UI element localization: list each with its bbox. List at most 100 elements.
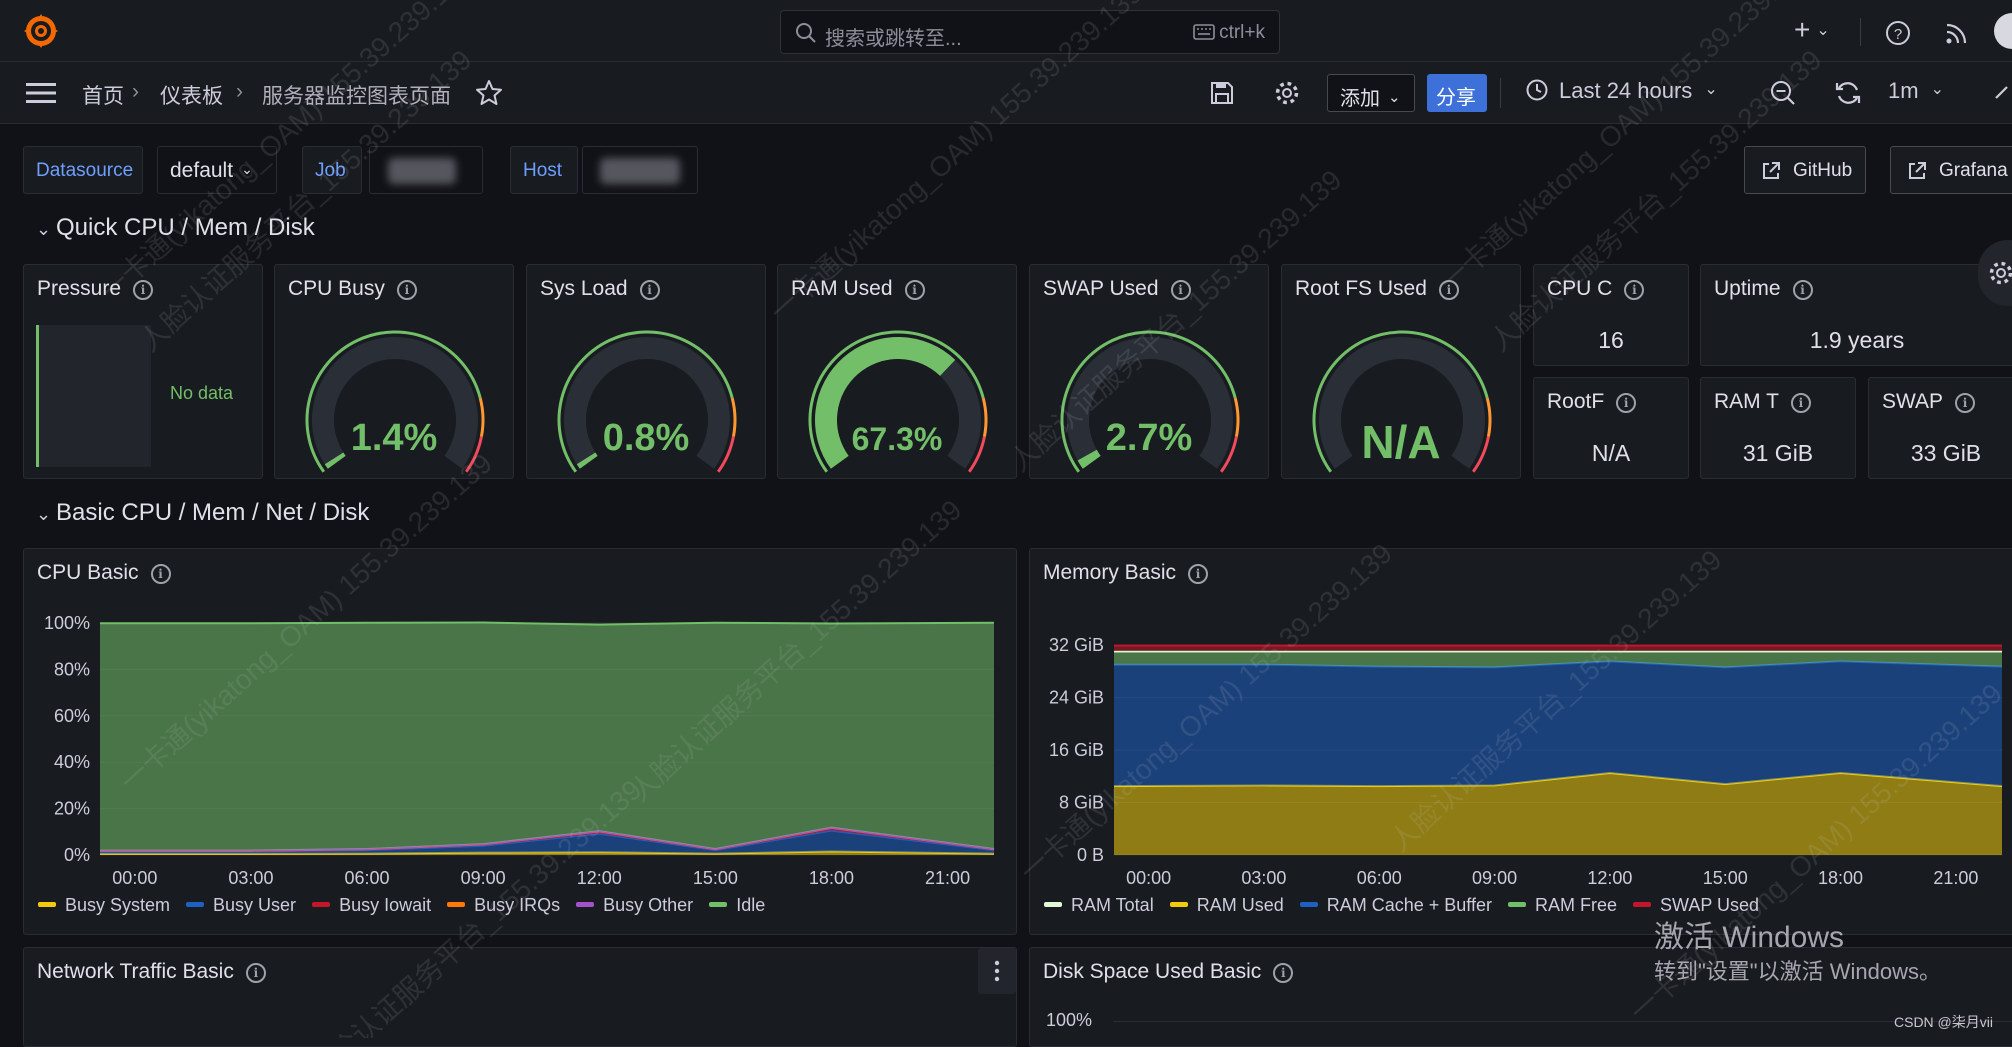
ram-used-panel[interactable]: RAM Used i 67.3% (777, 264, 1017, 479)
search-shortcut: ctrl+k (1193, 22, 1265, 44)
x-tick-label: 15:00 (693, 868, 738, 888)
info-icon[interactable]: i (1955, 393, 1976, 413)
add-button[interactable]: 添加 ⌄ (1327, 74, 1415, 112)
row-quick-cpu-mem-disk[interactable]: ⌄ Quick CPU / Mem / Disk (36, 214, 315, 241)
x-tick-label: 06:00 (1357, 868, 1402, 888)
disk-space-panel[interactable]: Disk Space Used Basic i 100% (1029, 947, 2012, 1047)
legend-item[interactable]: RAM Cache + Buffer (1284, 895, 1492, 915)
swap-used-panel[interactable]: SWAP Used i 2.7% (1029, 264, 1269, 479)
sys-load-panel[interactable]: Sys Load i 0.8% (526, 264, 766, 479)
legend-item[interactable]: Idle (693, 895, 765, 915)
new-menu-button[interactable]: + ⌄ (1794, 14, 1830, 45)
collapse-icon[interactable] (1992, 78, 2012, 108)
legend-item[interactable]: Busy System (24, 895, 170, 915)
series-area-ram-free (1114, 651, 2002, 668)
legend-item[interactable]: Busy User (170, 895, 296, 915)
gauge-threshold-green (305, 330, 482, 473)
x-tick-label: 00:00 (1126, 868, 1171, 888)
info-icon[interactable]: i (396, 280, 417, 300)
info-icon[interactable]: i (639, 280, 660, 300)
legend-swatch (1507, 902, 1526, 907)
zoom-out-icon[interactable] (1768, 78, 1798, 108)
x-tick-label: 06:00 (345, 868, 390, 888)
pressure-panel[interactable]: Pressure i No data (23, 264, 263, 479)
legend-item[interactable]: RAM Total (1030, 895, 1154, 915)
y-tick-label: 40% (54, 752, 90, 772)
gauge-track (564, 337, 730, 469)
series-line-idle (100, 621, 995, 626)
legend-swatch (1633, 902, 1651, 907)
grafana-link-button[interactable]: Grafana (1890, 146, 2012, 194)
chevron-down-icon: ⌄ (36, 504, 52, 524)
legend-swatch (447, 902, 466, 907)
search-input[interactable]: 搜索或跳转至... (825, 28, 962, 50)
swap-total-panel[interactable]: SWAP i 33 GiB (1868, 377, 2012, 479)
legend-item[interactable]: SWAP Used (1617, 895, 1759, 915)
root-fs-used-gauge (1312, 330, 1492, 473)
row-basic-cpu-mem-net-disk[interactable]: ⌄ Basic CPU / Mem / Net / Disk (36, 499, 370, 526)
refresh-interval-picker[interactable]: 1m ⌄ (1888, 78, 1944, 103)
grafana-logo-icon[interactable] (24, 14, 58, 48)
breadcrumb-home[interactable]: 首页 (82, 85, 124, 108)
time-range-picker[interactable]: Last 24 hours ⌄ (1525, 78, 1718, 104)
chevron-down-icon: ⌄ (1816, 22, 1830, 39)
help-icon[interactable]: ? (1883, 18, 1913, 48)
network-traffic-panel[interactable]: Network Traffic Basic i (23, 947, 1017, 1047)
search-box[interactable]: 搜索或跳转至... ctrl+k (780, 10, 1280, 54)
settings-gear-icon[interactable] (1272, 78, 1302, 108)
y-tick-label: 60% (54, 706, 90, 726)
x-tick-label: 09:00 (461, 868, 506, 888)
info-icon[interactable]: i (1790, 393, 1811, 413)
cpu-busy-panel[interactable]: CPU Busy i 1.4% (274, 264, 514, 479)
info-icon[interactable]: i (1438, 280, 1459, 300)
uptime-panel[interactable]: Uptime i 1.9 years (1700, 264, 2012, 366)
info-icon[interactable]: i (133, 280, 154, 300)
info-icon[interactable]: i (904, 280, 925, 300)
panel-menu-button[interactable] (978, 948, 1016, 994)
cpu-basic-legend: Busy System Busy User Busy Iowait Busy IRQs… (24, 895, 765, 916)
series-area-busy-user (100, 830, 994, 854)
user-avatar[interactable] (1994, 13, 2012, 49)
breadcrumb-separator: › (236, 80, 243, 103)
menu-icon[interactable] (26, 83, 56, 103)
root-fs-total-panel[interactable]: RootF i N/A (1533, 377, 1689, 479)
legend-item[interactable]: RAM Free (1492, 895, 1617, 915)
info-icon[interactable]: i (150, 564, 171, 584)
info-icon[interactable]: i (1273, 963, 1294, 983)
legend-label: RAM Cache + Buffer (1326, 895, 1492, 915)
info-icon[interactable]: i (1188, 564, 1209, 584)
x-tick-label: 18:00 (809, 868, 854, 888)
share-button[interactable]: 分享 (1427, 74, 1487, 112)
x-tick-label: 12:00 (1587, 868, 1632, 888)
memory-basic-legend: RAM Total RAM Used RAM Cache + Buffer RAM F… (1030, 895, 1759, 916)
swap-used-gauge (1060, 330, 1240, 473)
legend-label: SWAP Used (1660, 895, 1760, 915)
csdn-credit: CSDN @柒月vii (1894, 1014, 1993, 1030)
root-fs-used-panel[interactable]: Root FS Used i N/A (1281, 264, 1521, 479)
legend-label: Busy IRQs (474, 895, 561, 915)
breadcrumb-dashboards[interactable]: 仪表板 (160, 85, 223, 108)
legend-item[interactable]: RAM Used (1154, 895, 1284, 915)
gauge-track (1319, 337, 1485, 469)
y-tick-label: 80% (54, 659, 90, 679)
save-icon[interactable] (1207, 78, 1237, 108)
star-icon[interactable] (474, 78, 504, 108)
legend-item[interactable]: Busy Iowait (296, 895, 431, 915)
datasource-select[interactable]: default ⌄ (157, 146, 277, 194)
x-tick-label: 15:00 (1703, 868, 1748, 888)
info-icon[interactable]: i (1792, 280, 1813, 300)
info-icon[interactable]: i (1624, 280, 1645, 300)
github-link-button[interactable]: GitHub (1744, 146, 1866, 194)
info-icon[interactable]: i (245, 963, 266, 983)
refresh-icon[interactable] (1833, 78, 1863, 108)
legend-item[interactable]: Busy Other (560, 895, 693, 915)
info-icon[interactable]: i (1170, 280, 1191, 300)
info-icon[interactable]: i (1616, 393, 1637, 413)
news-feed-icon[interactable] (1942, 18, 1972, 48)
memory-basic-panel[interactable]: Memory Basic i 32 GiB 24 GiB 16 GiB 8 GiB 0 B… (1029, 548, 2012, 935)
gauge-track (1067, 337, 1233, 469)
legend-item[interactable]: Busy IRQs (431, 895, 560, 915)
cpu-basic-panel[interactable]: CPU Basic i 100% 80% 60% 40% 20% 0% 00:00 03:00 0… (23, 548, 1017, 935)
